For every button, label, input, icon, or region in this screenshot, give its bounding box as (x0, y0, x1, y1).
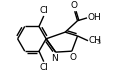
Text: 3: 3 (96, 40, 100, 45)
Text: O: O (70, 1, 77, 10)
Text: CH: CH (89, 36, 102, 45)
Text: O: O (69, 53, 76, 62)
Text: N: N (51, 54, 58, 63)
Text: Cl: Cl (39, 6, 48, 15)
Text: OH: OH (88, 13, 102, 22)
Text: Cl: Cl (39, 63, 48, 72)
